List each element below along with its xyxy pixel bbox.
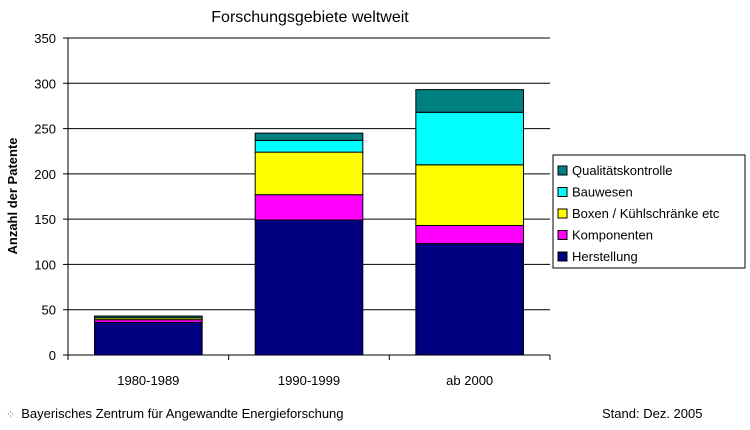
y-tick-label: 350 (34, 31, 56, 46)
x-tick-label: 1980-1989 (117, 373, 179, 388)
footer-date: Stand: Dez. 2005 (602, 406, 703, 421)
footer-source-text: Bayerisches Zentrum für Angewandte Energ… (21, 406, 344, 421)
x-tick-label: ab 2000 (446, 373, 493, 388)
bar-segment (415, 89, 524, 113)
legend-swatch (557, 251, 568, 262)
bar-segment (254, 132, 364, 141)
bars (94, 89, 524, 356)
chart: Forschungsgebiete weltweit Anzahl der Pa… (5, 9, 746, 388)
y-tick-label: 100 (34, 257, 56, 272)
x-tick-label: 1990-1999 (278, 373, 340, 388)
legend-label: Herstellung (572, 249, 638, 264)
bar-segment (254, 194, 364, 221)
y-tick-label: 0 (49, 348, 56, 363)
bar-segment (415, 224, 524, 245)
legend-swatch (557, 208, 568, 219)
bar-segment (94, 315, 203, 319)
y-tick-label: 300 (34, 76, 56, 91)
x-tick-labels: 1980-1989 1990-1999 ab 2000 (67, 355, 551, 388)
legend-label: Qualitätskontrolle (572, 163, 672, 178)
legend: Qualitätskontrolle Bauwesen Boxen / Kühlsc… (552, 154, 746, 269)
axes (67, 38, 550, 356)
y-tick-label: 200 (34, 167, 56, 182)
legend-label: Bauwesen (572, 185, 633, 200)
y-tick-label: 150 (34, 212, 56, 227)
footer-source: ⁘ Bayerisches Zentrum für Angewandte Ener… (6, 406, 344, 421)
legend-swatch (557, 230, 568, 240)
bar-segment (254, 219, 364, 356)
y-tick-labels: 0 50 100 150 200 250 300 350 (34, 31, 68, 363)
bar-segment (415, 164, 524, 226)
y-axis-label: Anzahl der Patente (5, 137, 20, 254)
legend-swatch (557, 187, 568, 197)
bar-segment (254, 151, 364, 196)
legend-label: Boxen / Kühlschränke etc (572, 206, 720, 221)
bar-segment (94, 321, 203, 356)
y-tick-label: 50 (42, 303, 56, 318)
bar-segment (415, 243, 524, 356)
bar-segment (415, 111, 524, 166)
legend-box (552, 154, 746, 269)
footer-bullet-icon: ⁘ (6, 409, 16, 421)
y-tick-label: 250 (34, 122, 56, 137)
chart-title: Forschungsgebiete weltweit (211, 9, 409, 26)
legend-label: Komponenten (572, 228, 653, 243)
legend-swatch (557, 165, 568, 176)
bar-segment (254, 139, 364, 153)
